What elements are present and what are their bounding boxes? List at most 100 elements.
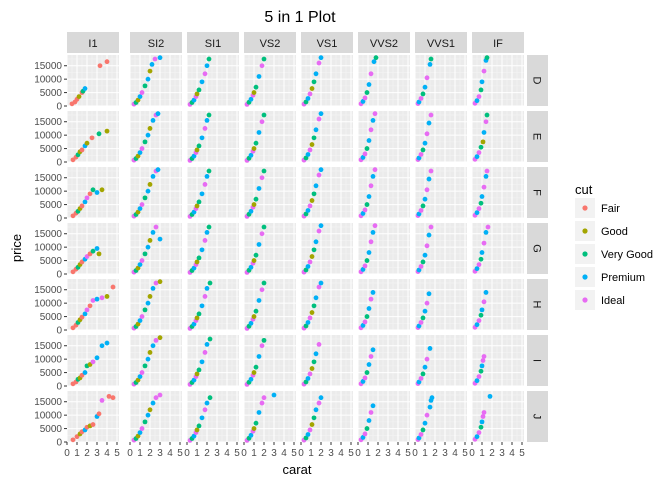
- data-point-E-VVS2: [372, 111, 378, 117]
- data-point-J-VS1: [318, 395, 324, 401]
- data-point-I-I1: [99, 343, 105, 349]
- data-point-I-VS2: [253, 364, 259, 370]
- data-point-E-SI2: [150, 117, 156, 123]
- data-point-E-I1: [96, 131, 102, 137]
- x-tick-label: 1: [422, 448, 428, 459]
- data-point-H-SI2: [147, 294, 153, 299]
- facet-strip-VS1: [301, 32, 353, 53]
- data-point-I-I1: [94, 355, 100, 361]
- data-point-E-SI2: [135, 153, 141, 159]
- legend-key-marker: [582, 251, 588, 257]
- data-point-J-VS2: [259, 400, 265, 406]
- data-point-J-IF: [480, 414, 486, 419]
- data-point-J-SI2: [135, 433, 141, 439]
- data-point-H-I1: [99, 295, 105, 301]
- data-point-G-VS2: [259, 231, 265, 237]
- data-point-G-VVS1: [424, 243, 430, 249]
- legend: cut Fair Good Very Good Premium Ideal: [575, 182, 653, 310]
- data-point-D-SI2: [149, 61, 155, 67]
- data-point-D-IF: [484, 55, 490, 61]
- data-point-G-SI1: [196, 255, 202, 261]
- data-point-I-VS1: [303, 379, 309, 385]
- facet-strip-label: VS1: [317, 38, 338, 50]
- facet-strip-label: VVS1: [427, 38, 455, 50]
- data-point-D-IF: [479, 79, 485, 85]
- data-point-D-IF: [474, 98, 480, 104]
- data-point-D-VS2: [253, 84, 259, 90]
- data-point-D-I1: [82, 86, 88, 91]
- data-point-F-SI1: [202, 182, 208, 187]
- data-point-I-VVS2: [364, 370, 370, 375]
- facet-strip-F: [527, 167, 548, 218]
- y-tick-label: 10000: [34, 187, 62, 198]
- data-point-G-SI2: [135, 265, 141, 271]
- data-point-F-IF: [474, 210, 480, 216]
- x-tick-label: 1: [365, 448, 371, 459]
- data-point-H-VS1: [311, 303, 317, 309]
- data-point-E-SI1: [199, 135, 205, 141]
- x-tick-label: 4: [509, 448, 515, 459]
- data-point-I-IF: [478, 368, 484, 374]
- data-point-F-VVS1: [422, 196, 428, 202]
- data-point-J-IF: [476, 430, 482, 436]
- facet-strip-G: [527, 223, 548, 274]
- data-point-E-VVS2: [364, 146, 370, 151]
- data-point-H-SI1: [196, 311, 202, 317]
- data-point-H-VS1: [305, 320, 311, 325]
- data-point-I-SI2: [157, 335, 163, 341]
- data-point-J-VS2: [251, 426, 257, 431]
- data-point-J-VS1: [305, 432, 311, 437]
- data-point-H-VVS2: [370, 290, 376, 295]
- data-point-E-IF: [484, 112, 490, 118]
- data-point-F-VS2: [256, 186, 262, 191]
- data-point-F-SI2: [150, 173, 156, 179]
- data-point-J-I1: [96, 411, 102, 417]
- data-point-G-VS2: [261, 224, 267, 230]
- data-point-J-VS1: [309, 422, 315, 427]
- data-point-E-VVS2: [366, 138, 372, 143]
- data-point-I-VVS2: [360, 379, 366, 384]
- data-point-H-VVS1: [422, 308, 428, 314]
- data-point-E-SI2: [145, 132, 151, 138]
- data-point-D-VS1: [307, 91, 313, 97]
- data-point-F-VVS1: [418, 208, 424, 213]
- data-point-F-VVS2: [360, 211, 366, 216]
- data-point-G-VS1: [309, 254, 315, 259]
- x-tick-label: 2: [261, 448, 267, 459]
- data-point-F-SI2: [135, 209, 141, 215]
- y-tick-label: 0: [56, 214, 62, 225]
- x-tick-label: 4: [452, 448, 458, 459]
- data-point-G-VS1: [316, 228, 322, 234]
- data-point-J-IF: [481, 410, 487, 415]
- data-point-H-VVS2: [362, 319, 368, 325]
- data-point-J-SI1: [204, 400, 210, 406]
- data-point-I-SI2: [145, 356, 151, 362]
- data-point-H-VS1: [316, 284, 322, 290]
- panel-background: [415, 335, 467, 386]
- y-tick-label: 15000: [34, 117, 62, 128]
- data-point-D-VVS2: [368, 71, 374, 77]
- panel-background: [415, 223, 467, 274]
- data-point-F-VVS1: [424, 187, 430, 193]
- x-tick-label: 3: [499, 448, 505, 459]
- data-point-J-SI2: [157, 392, 163, 398]
- data-point-I-I1: [90, 359, 96, 365]
- facet-strip-label: SI2: [148, 38, 165, 50]
- x-tick-label: 1: [308, 448, 314, 459]
- data-point-H-SI2: [135, 321, 141, 327]
- data-point-D-SI2: [145, 76, 151, 82]
- data-point-I-VS1: [316, 341, 322, 347]
- legend-title: cut: [575, 182, 593, 197]
- x-axis-title: carat: [283, 462, 312, 477]
- data-point-G-VS1: [313, 239, 319, 245]
- x-tick-label: 2: [375, 448, 381, 459]
- x-tick-label: 0: [127, 448, 133, 459]
- data-point-H-VS2: [259, 287, 265, 293]
- panels-layer: I1 SI2 SI1 VS2 VS1 VVS2 VVS1 IFDEFGHIJ050001000…: [34, 32, 548, 459]
- data-point-J-SI2: [147, 407, 153, 413]
- data-point-D-VS2: [251, 90, 257, 95]
- data-point-G-SI1: [206, 224, 212, 230]
- data-point-G-VS1: [318, 223, 324, 229]
